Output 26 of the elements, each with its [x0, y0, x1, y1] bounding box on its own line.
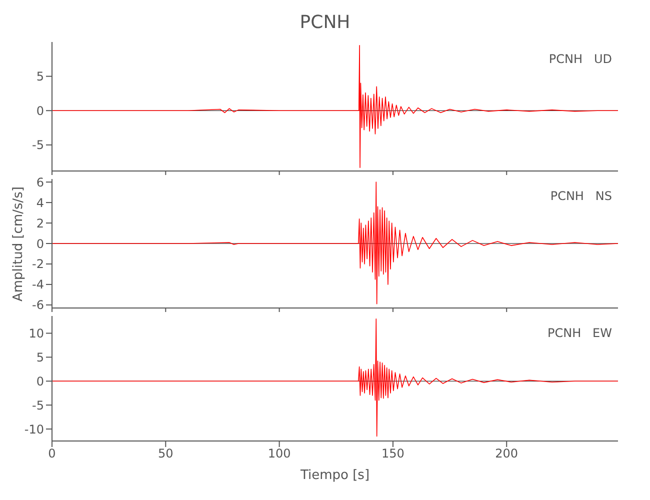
y-tick-label: -10 — [24, 422, 44, 436]
x-tick-label: 50 — [158, 446, 174, 461]
y-tick-label: -5 — [32, 138, 44, 152]
y-tick-label: 0 — [36, 236, 44, 251]
y-tick-label: 5 — [36, 70, 44, 84]
y-tick-label: 0 — [36, 104, 44, 118]
x-tick-label: 100 — [268, 446, 291, 461]
y-tick-label: 6 — [36, 175, 44, 190]
y-tick-label: -5 — [32, 398, 44, 412]
y-tick-label: 0 — [36, 374, 44, 388]
annotation: PCNH EW — [547, 326, 612, 340]
chart-title: PCNH — [298, 11, 352, 35]
x-axis-title: Tiempo [s] — [299, 467, 371, 485]
y-tick-label: -4 — [32, 278, 44, 292]
y-tick-label: -6 — [32, 298, 44, 312]
annotation: PCNH UD — [548, 52, 612, 66]
y-tick-label: -2 — [32, 257, 44, 272]
annotation: PCNH NS — [550, 189, 612, 203]
x-tick-label: 200 — [495, 446, 518, 461]
y-tick-label: 4 — [36, 196, 44, 210]
y-axis-title: Amplitud [cm/s/s] — [10, 185, 27, 304]
y-tick-label: 10 — [28, 326, 44, 340]
y-tick-label: 5 — [36, 350, 44, 364]
y-tick-label: 2 — [36, 216, 44, 230]
x-tick-label: 0 — [48, 446, 56, 461]
x-tick-label: 150 — [382, 446, 404, 461]
